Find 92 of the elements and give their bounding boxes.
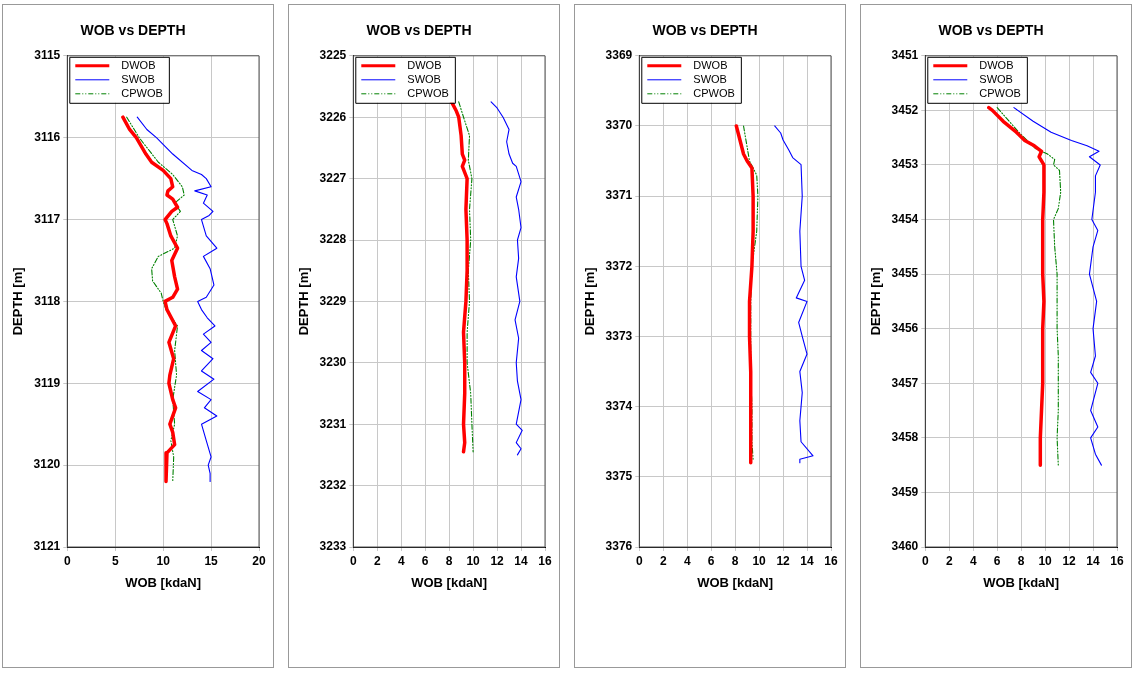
legend-label: DWOB	[407, 58, 442, 71]
y-tick-label: 3458	[891, 430, 919, 445]
x-tick-label: 20	[252, 553, 266, 568]
y-tick-label: 3230	[319, 355, 347, 370]
legend-label: SWOB	[693, 72, 727, 85]
y-tick-label: 3375	[605, 469, 633, 484]
x-tick-label: 4	[397, 553, 405, 568]
x-tick-label: 8	[731, 553, 739, 568]
y-tick-label: 3116	[34, 129, 61, 144]
legend-label: CPWOB	[407, 86, 449, 99]
y-tick-label: 3452	[891, 102, 919, 117]
x-tick-label: 8	[1017, 553, 1025, 568]
legend-label: DWOB	[979, 58, 1014, 71]
y-tick-label: 3117	[34, 211, 61, 226]
y-tick-label: 3226	[319, 109, 347, 124]
y-tick-label: 3453	[891, 157, 919, 172]
y-tick-label: 3121	[33, 539, 61, 554]
y-tick-label: 3451	[891, 48, 919, 63]
x-tick-label: 16	[1110, 553, 1124, 568]
x-tick-label: 12	[776, 553, 791, 568]
x-tick-label: 6	[993, 553, 1001, 568]
line-series	[996, 107, 1062, 466]
x-tick-label: 6	[707, 553, 715, 568]
y-axis-title: DEPTH [m]	[296, 267, 312, 336]
legend-label: CPWOB	[693, 86, 735, 99]
y-tick-label: 3229	[319, 293, 347, 308]
y-tick-label: 3228	[319, 232, 347, 247]
y-tick-label: 3118	[34, 293, 61, 308]
x-tick-label: 12	[490, 553, 505, 568]
legend-label: CPWOB	[979, 86, 1021, 99]
x-tick-label: 2	[659, 553, 667, 568]
y-axis-title: DEPTH [m]	[10, 267, 26, 336]
x-tick-label: 12	[1062, 553, 1077, 568]
y-tick-label: 3455	[891, 266, 919, 281]
x-tick-label: 10	[1038, 553, 1053, 568]
x-tick-label: 10	[466, 553, 481, 568]
x-axis-title: WOB [kdaN]	[411, 574, 488, 590]
x-tick-label: 14	[1086, 553, 1101, 568]
legend-label: SWOB	[407, 72, 441, 85]
legend-label: DWOB	[693, 58, 728, 71]
x-tick-label: 14	[514, 553, 529, 568]
x-tick-label: 0	[63, 553, 71, 568]
y-tick-label: 3454	[891, 211, 919, 226]
x-tick-label: 0	[921, 553, 929, 568]
x-tick-label: 2	[373, 553, 381, 568]
x-axis-title: WOB [kdaN]	[983, 574, 1060, 590]
y-tick-label: 3231	[319, 416, 347, 431]
y-tick-label: 3371	[605, 188, 633, 203]
legend-label: SWOB	[979, 72, 1013, 85]
x-tick-label: 6	[421, 553, 429, 568]
x-tick-label: 10	[156, 553, 171, 568]
x-axis-title: WOB [kdaN]	[125, 574, 202, 590]
y-tick-label: 3373	[605, 328, 633, 343]
y-tick-label: 3374	[605, 398, 633, 413]
y-tick-label: 3456	[891, 321, 919, 335]
y-tick-label: 3233	[319, 539, 347, 554]
y-tick-label: 3227	[319, 170, 347, 185]
y-axis-title: DEPTH [m]	[582, 267, 598, 336]
y-tick-label: 3225	[319, 48, 347, 63]
x-tick-label: 16	[824, 553, 838, 568]
y-tick-label: 3459	[891, 484, 919, 499]
x-tick-label: 0	[349, 553, 357, 568]
x-tick-label: 4	[683, 553, 691, 568]
chart-title: WOB vs DEPTH	[652, 22, 758, 39]
x-axis-title: WOB [kdaN]	[697, 574, 774, 590]
y-tick-label: 3119	[34, 375, 61, 390]
chart-title: WOB vs DEPTH	[80, 22, 186, 39]
y-tick-label: 3369	[605, 48, 633, 63]
x-tick-label: 15	[204, 553, 219, 568]
y-tick-label: 3460	[891, 539, 919, 554]
chart-title: WOB vs DEPTH	[366, 22, 472, 39]
x-tick-label: 10	[752, 553, 767, 568]
x-tick-label: 16	[538, 553, 552, 568]
x-tick-label: 8	[445, 553, 453, 568]
x-tick-label: 4	[969, 553, 977, 568]
y-tick-label: 3376	[605, 539, 633, 554]
y-tick-label: 3457	[891, 375, 919, 390]
y-axis-title: DEPTH [m]	[868, 267, 884, 336]
x-tick-label: 2	[945, 553, 953, 568]
y-tick-label: 3372	[605, 258, 633, 273]
line-series	[458, 101, 474, 453]
x-tick-label: 14	[800, 553, 815, 568]
x-tick-label: 5	[111, 553, 119, 568]
y-tick-label: 3370	[605, 118, 633, 133]
y-tick-label: 3115	[34, 48, 61, 63]
y-tick-label: 3120	[33, 457, 61, 472]
legend-label: DWOB	[121, 58, 156, 71]
chart-title: WOB vs DEPTH	[938, 22, 1044, 39]
x-tick-label: 0	[635, 553, 643, 568]
y-tick-label: 3232	[319, 477, 347, 492]
legend-label: CPWOB	[121, 86, 163, 99]
legend-label: SWOB	[121, 72, 155, 85]
